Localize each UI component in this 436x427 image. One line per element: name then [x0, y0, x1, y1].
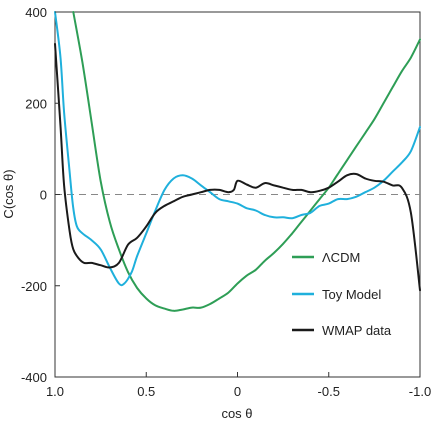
- legend-label-toy-model: Toy Model: [322, 287, 381, 302]
- x-tick-label: -0.5: [318, 384, 340, 399]
- y-axis-label: C(cos θ): [1, 169, 16, 218]
- legend-label-wmap-data: WMAP data: [322, 323, 392, 338]
- legend-label-cdm: ΛCDM: [322, 250, 360, 265]
- series-line-wmap-data: [54, 42, 421, 292]
- x-tick-label: 1.0: [46, 384, 64, 399]
- tick-layer: 1.0 0.5 0 -0.5 -1.0 400 200 0 -200 -400: [21, 5, 431, 399]
- x-axis-label: cos θ: [221, 406, 252, 421]
- x-tick-label: -1.0: [409, 384, 431, 399]
- y-tick-label: -200: [21, 279, 47, 294]
- y-tick-label: 400: [25, 5, 47, 20]
- x-tick-label: 0.5: [137, 384, 155, 399]
- series-line-cdm: [72, 11, 421, 312]
- x-tick-label: 0: [234, 384, 241, 399]
- y-tick-label: 0: [40, 188, 47, 203]
- legend: ΛCDM Toy Model WMAP data: [292, 250, 392, 338]
- y-tick-label: 200: [25, 96, 47, 111]
- y-tick-label: -400: [21, 370, 47, 385]
- series-line-toy-model: [54, 11, 421, 287]
- series-layer: [54, 11, 421, 312]
